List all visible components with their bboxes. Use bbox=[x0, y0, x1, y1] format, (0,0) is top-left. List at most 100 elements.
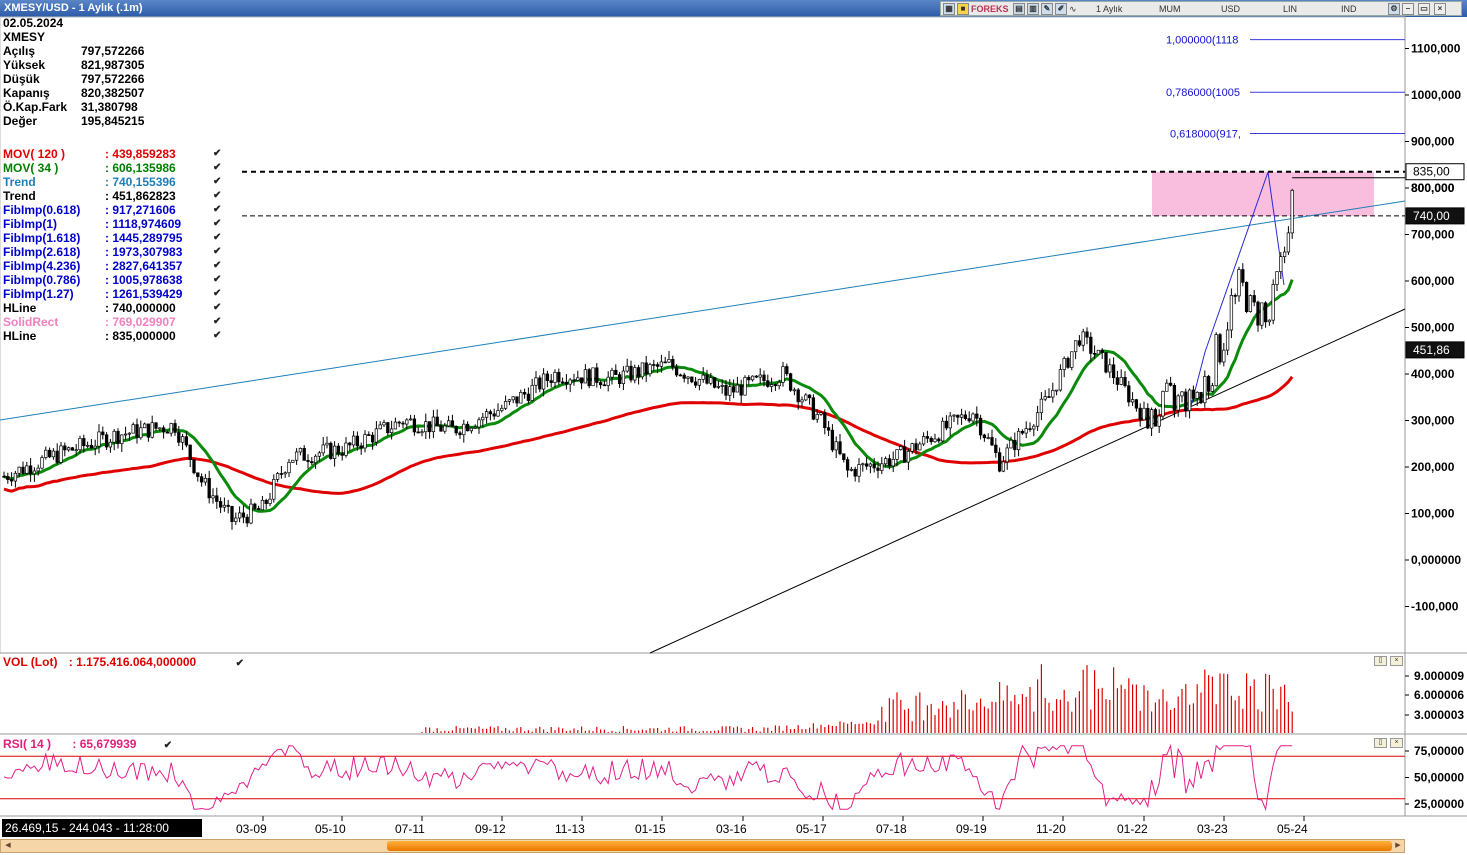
candle-body bbox=[804, 394, 808, 401]
candle-body bbox=[44, 449, 48, 458]
candle-body bbox=[956, 414, 960, 418]
indicator-label: Trend bbox=[3, 175, 36, 189]
indicator-row[interactable]: FibImp(0.618): 917,271606 ✔ bbox=[3, 203, 223, 217]
currency-select[interactable]: USD bbox=[1221, 4, 1241, 14]
candle-body bbox=[1085, 331, 1089, 338]
candle-body bbox=[823, 412, 827, 428]
visibility-check-icon[interactable]: ✔ bbox=[213, 148, 222, 159]
low-label: Düşük bbox=[3, 72, 40, 86]
price-tick-label: 700,000 bbox=[1411, 228, 1455, 242]
candle-body bbox=[693, 381, 698, 386]
candle-body bbox=[446, 420, 451, 427]
visibility-check-icon[interactable]: ✔ bbox=[213, 204, 222, 215]
candle-body bbox=[610, 369, 614, 378]
candle-body bbox=[1009, 439, 1013, 449]
wave-icon[interactable]: ∿ bbox=[1069, 4, 1077, 14]
rsi-close-icon[interactable]: × bbox=[1390, 738, 1403, 748]
lock-icon[interactable]: ■ bbox=[957, 3, 969, 15]
visibility-check-icon[interactable]: ✔ bbox=[213, 176, 222, 187]
indicator-row[interactable]: FibImp(1.27): 1261,539429 ✔ bbox=[3, 287, 223, 301]
visibility-check-icon[interactable]: ✔ bbox=[213, 316, 222, 327]
candle-body bbox=[51, 450, 56, 458]
candle-body bbox=[564, 381, 569, 385]
indicator-label: FibImp(1.27) bbox=[3, 287, 74, 301]
candle-body bbox=[1199, 391, 1203, 404]
visibility-check-icon[interactable]: ✔ bbox=[213, 260, 222, 271]
candle-body bbox=[363, 434, 367, 449]
indicator-row[interactable]: FibImp(0.786): 1005,978638 ✔ bbox=[3, 273, 223, 287]
restore-icon[interactable]: ▭ bbox=[1418, 3, 1430, 15]
candle-body bbox=[203, 477, 208, 483]
candle-body bbox=[1032, 425, 1036, 430]
volume-restore-icon[interactable]: ▯ bbox=[1374, 656, 1387, 666]
candle-body bbox=[709, 377, 713, 384]
indicator-row[interactable]: FibImp(1): 1118,974609 ✔ bbox=[3, 217, 223, 231]
candle-body bbox=[1108, 364, 1112, 373]
indicator-row[interactable]: FibImp(2.618): 1973,307983 ✔ bbox=[3, 245, 223, 259]
indicator-row[interactable]: HLine: 835,000000 ✔ bbox=[3, 329, 223, 343]
candle-body bbox=[123, 433, 128, 436]
visibility-check-icon[interactable]: ✔ bbox=[213, 288, 222, 299]
indicator-row[interactable]: HLine: 740,000000 ✔ bbox=[3, 301, 223, 315]
indicator-select[interactable]: IND bbox=[1341, 4, 1357, 14]
period-select[interactable]: 1 Aylık bbox=[1096, 4, 1123, 14]
candle-body bbox=[287, 461, 291, 474]
price-tick-label: 200,000 bbox=[1411, 460, 1455, 474]
indicator-row[interactable]: FibImp(1.618): 1445,289795 ✔ bbox=[3, 231, 223, 245]
indicator-row[interactable]: SolidRect: 769,029907 ✔ bbox=[3, 315, 223, 329]
candle-body bbox=[857, 464, 861, 477]
table-icon[interactable]: ▥ bbox=[1027, 3, 1039, 15]
settings-icon[interactable]: ⚙ bbox=[1388, 3, 1400, 15]
indicator-row[interactable]: FibImp(4.236): 2827,641357 ✔ bbox=[3, 259, 223, 273]
candle-body bbox=[1054, 389, 1059, 392]
scroll-right-icon[interactable]: ▶ bbox=[1395, 842, 1401, 849]
chart-type-select[interactable]: MUM bbox=[1159, 4, 1181, 14]
grid-icon[interactable]: ▤ bbox=[1013, 3, 1025, 15]
indicator-row[interactable]: Trend: 740,155396 ✔ bbox=[3, 175, 223, 189]
value-label: Değer bbox=[3, 114, 38, 128]
volume-check-icon[interactable]: ✔ bbox=[235, 658, 244, 669]
visibility-check-icon[interactable]: ✔ bbox=[213, 302, 222, 313]
candle-body bbox=[355, 435, 360, 447]
visibility-check-icon[interactable]: ✔ bbox=[213, 232, 222, 243]
candle-body bbox=[918, 443, 922, 451]
candle-body bbox=[1039, 398, 1044, 414]
indicator-row[interactable]: MOV( 34 ): 606,135986 ✔ bbox=[3, 161, 223, 175]
candle-body bbox=[211, 495, 215, 499]
visibility-check-icon[interactable]: ✔ bbox=[213, 162, 222, 173]
indicator-row[interactable]: MOV( 120 ): 439,859283 ✔ bbox=[3, 147, 223, 161]
close-icon[interactable]: × bbox=[1434, 3, 1446, 15]
chart-icon[interactable]: ▦ bbox=[943, 3, 955, 15]
indicator-row[interactable]: Trend: 451,862823 ✔ bbox=[3, 189, 223, 203]
indicator-label: FibImp(1.618) bbox=[3, 231, 81, 245]
candle-body bbox=[488, 411, 493, 415]
price-tick-label: 800,000 bbox=[1411, 181, 1455, 195]
candle-body bbox=[906, 450, 911, 463]
candle-body bbox=[1187, 389, 1192, 411]
pen-icon[interactable]: ✐ bbox=[1055, 3, 1067, 15]
candle-body bbox=[131, 424, 135, 434]
minimize-icon[interactable]: – bbox=[1402, 3, 1414, 15]
candle-body bbox=[256, 508, 261, 511]
horizontal-scrollbar[interactable]: ◀ ▶ bbox=[0, 839, 1405, 853]
candle-body bbox=[766, 380, 770, 387]
visibility-check-icon[interactable]: ✔ bbox=[213, 330, 222, 341]
candle-body bbox=[405, 419, 409, 425]
price-tag-label: 835,00 bbox=[1413, 165, 1450, 179]
fib-label: 0,618000(917, bbox=[1170, 128, 1241, 140]
indicator-label: Trend bbox=[3, 189, 36, 203]
visibility-check-icon[interactable]: ✔ bbox=[213, 190, 222, 201]
rsi-check-icon[interactable]: ✔ bbox=[163, 740, 173, 751]
visibility-check-icon[interactable]: ✔ bbox=[213, 274, 222, 285]
draw-icon[interactable]: ✎ bbox=[1041, 3, 1053, 15]
scroll-thumb[interactable] bbox=[387, 841, 1392, 851]
scale-select[interactable]: LIN bbox=[1283, 4, 1298, 14]
rsi-restore-icon[interactable]: ▯ bbox=[1374, 738, 1387, 748]
candle-body bbox=[1252, 295, 1256, 303]
scroll-left-icon[interactable]: ◀ bbox=[5, 842, 11, 849]
candle-body bbox=[443, 425, 447, 432]
visibility-check-icon[interactable]: ✔ bbox=[213, 246, 222, 257]
visibility-check-icon[interactable]: ✔ bbox=[213, 218, 222, 229]
volume-close-icon[interactable]: × bbox=[1390, 656, 1403, 666]
